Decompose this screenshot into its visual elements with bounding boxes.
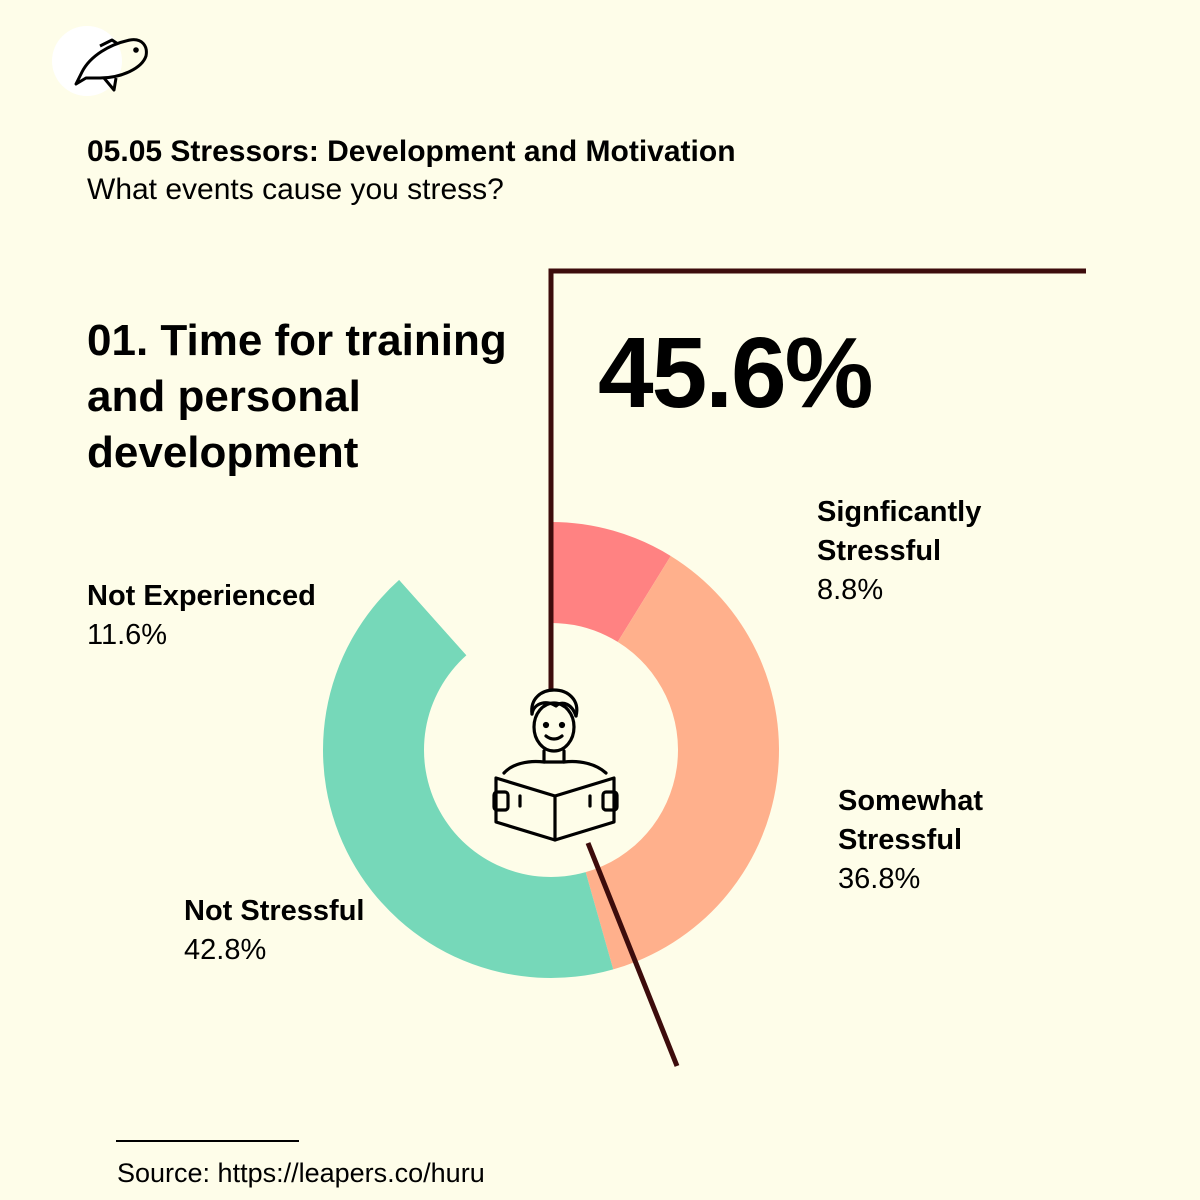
- donut-slice-somewhat-stressful: [585, 555, 779, 970]
- highlight-percentage: 45.6%: [598, 317, 874, 429]
- donut-slice-not-experienced: [399, 522, 551, 656]
- donut-slice-signficantly-stressful: [551, 522, 671, 642]
- source-note: Source: https://leapers.co/huru: [117, 1158, 485, 1188]
- series-name: Not Experienced: [87, 580, 316, 612]
- item-title: 01. Time for training and personal devel…: [87, 316, 507, 477]
- accent-diagonal-line: [585, 842, 680, 1067]
- legend-label-not-stressful: Not Stressful 42.8%: [184, 892, 404, 970]
- page-subtitle: What events cause you stress?: [87, 173, 504, 206]
- accent-bracket-line: [548, 268, 1086, 690]
- legend-label-significantly-stressful: Signficantly Stressful 8.8%: [817, 493, 1037, 610]
- series-value: 8.8%: [817, 574, 884, 606]
- series-name: Not Stressful: [184, 895, 365, 927]
- series-name: Signficantly Stressful: [817, 496, 982, 567]
- person-reading-book-icon: [492, 688, 619, 842]
- series-value: 36.8%: [838, 863, 921, 895]
- legend-label-not-experienced: Not Experienced 11.6%: [87, 577, 317, 655]
- fish-icon: [52, 26, 152, 96]
- legend-label-somewhat-stressful: Somewhat Stressful 36.8%: [838, 782, 1058, 899]
- series-value: 42.8%: [184, 934, 267, 966]
- source-divider: [116, 1140, 299, 1142]
- donut-slice-not-stressful: [323, 579, 614, 978]
- page-title: 05.05 Stressors: Development and Motivat…: [87, 135, 736, 168]
- series-value: 11.6%: [87, 619, 168, 651]
- series-name: Somewhat Stressful: [838, 785, 984, 856]
